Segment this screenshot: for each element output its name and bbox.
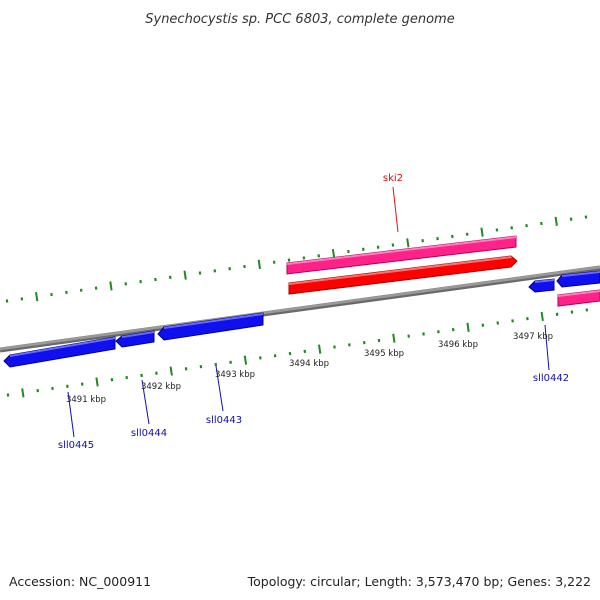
- major-tick-mark: [392, 333, 396, 343]
- minor-tick-mark: [584, 215, 588, 219]
- accession-text: Accession: NC_000911: [9, 574, 151, 589]
- major-tick-mark: [109, 281, 113, 291]
- minor-tick-mark: [348, 343, 351, 347]
- tick-label-3497: 3497 kbp: [513, 332, 553, 342]
- gene-label-leaders: [67, 186, 550, 438]
- genome-backbone: [0, 265, 600, 353]
- reverse-genes: [3, 270, 600, 368]
- gene-ski2-feature[interactable]: [286, 235, 518, 295]
- major-tick-mark: [243, 355, 248, 365]
- tick-track-lower: [6, 308, 589, 398]
- major-tick-mark: [257, 259, 261, 270]
- gene-label-sll0442[interactable]: sll0442: [533, 373, 569, 384]
- gene-ski2-gene-arrow[interactable]: [286, 235, 517, 275]
- major-tick-mark: [406, 238, 410, 248]
- major-tick-mark: [331, 249, 336, 259]
- major-tick-mark: [21, 388, 25, 398]
- minor-tick-mark: [525, 224, 528, 228]
- minor-tick-mark: [20, 297, 24, 301]
- tick-track-upper: [5, 215, 588, 303]
- minor-tick-mark: [570, 310, 574, 314]
- gene-label-ski2[interactable]: ski2: [383, 173, 403, 184]
- minor-tick-mark: [140, 373, 143, 378]
- gene-right-partial-feature[interactable]: [557, 289, 600, 307]
- genome-summary-text: Topology: circular; Length: 3,573,470 bp…: [247, 574, 591, 589]
- minor-tick-mark: [124, 282, 128, 286]
- tick-label-3496: 3496 kbp: [438, 340, 478, 350]
- major-tick-mark: [95, 377, 99, 387]
- minor-tick-mark: [451, 234, 454, 239]
- major-tick-mark: [318, 344, 322, 354]
- tick-label-3491: 3491 kbp: [66, 395, 106, 405]
- gene-label-sll0445[interactable]: sll0445: [58, 440, 94, 451]
- minor-tick-mark: [66, 384, 69, 388]
- major-tick-mark: [183, 270, 187, 280]
- tick-label-3492: 3492 kbp: [141, 382, 181, 392]
- major-tick-mark: [480, 227, 484, 237]
- tick-label-3493: 3493 kbp: [215, 370, 255, 380]
- tick-label-3495: 3495 kbp: [364, 349, 404, 359]
- major-tick-mark: [554, 216, 558, 226]
- map-title: Synechocystis sp. PCC 6803, complete gen…: [145, 12, 454, 27]
- minor-tick-mark: [154, 277, 157, 282]
- minor-tick-mark: [496, 321, 500, 325]
- minor-tick-mark: [422, 332, 425, 336]
- minor-tick-mark: [317, 254, 321, 258]
- major-tick-mark: [466, 322, 470, 332]
- gene-label-sll0443[interactable]: sll0443: [206, 415, 242, 426]
- major-tick-mark: [540, 311, 544, 322]
- major-tick-mark: [169, 366, 173, 376]
- gene-label-sll0444[interactable]: sll0444: [131, 428, 167, 439]
- tick-label-3494: 3494 kbp: [289, 359, 329, 369]
- major-tick-mark: [35, 292, 39, 302]
- minor-tick-mark: [391, 243, 395, 247]
- minor-tick-mark: [287, 258, 291, 262]
- minor-tick-mark: [421, 239, 424, 243]
